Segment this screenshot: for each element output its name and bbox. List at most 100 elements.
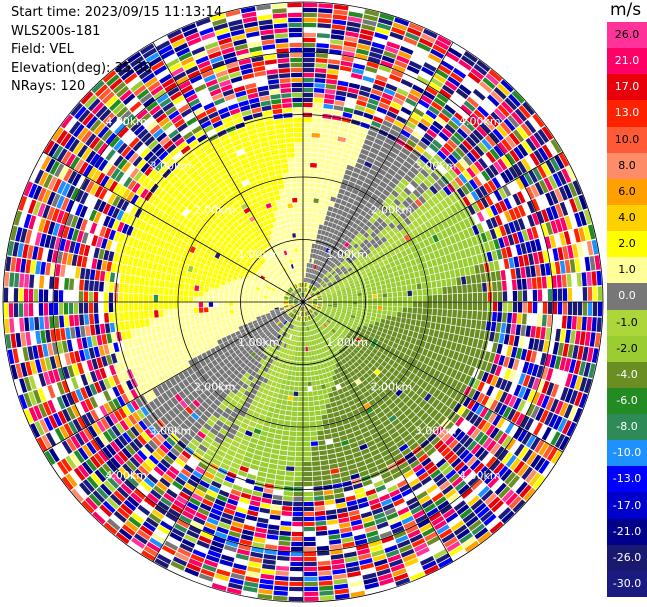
velocity-gate: [307, 376, 312, 382]
velocity-gate: [562, 302, 568, 315]
velocity-gate: [331, 270, 336, 276]
velocity-gate: [512, 302, 518, 313]
velocity-gate: [286, 405, 292, 411]
velocity-gate: [426, 281, 432, 289]
velocity-gate: [169, 309, 174, 316]
velocity-gate: [591, 317, 597, 332]
velocity-gate: [405, 261, 412, 268]
velocity-gate: [326, 319, 331, 324]
velocity-gate: [481, 170, 491, 182]
velocity-gate: [390, 202, 398, 210]
velocity-gate: [336, 456, 346, 463]
velocity-gate: [337, 404, 344, 411]
velocity-gate: [465, 410, 475, 422]
velocity-gate: [269, 402, 276, 408]
velocity-gate: [86, 336, 93, 348]
velocity-gate: [303, 202, 308, 208]
velocity-gate: [406, 313, 412, 319]
velocity-gate: [389, 277, 396, 283]
velocity-gate: [372, 116, 384, 124]
velocity-gate: [336, 322, 342, 326]
velocity-gate: [573, 407, 583, 423]
velocity-gate: [310, 292, 314, 296]
velocity-gate: [508, 475, 520, 488]
velocity-gate: [303, 207, 308, 213]
velocity-gate: [303, 157, 310, 163]
velocity-gate: [325, 339, 330, 345]
velocity-gate: [391, 316, 397, 322]
velocity-gate: [347, 87, 359, 95]
velocity-gate: [170, 322, 176, 330]
velocity-gate: [353, 385, 360, 393]
velocity-gate: [387, 214, 395, 222]
velocity-gate: [444, 157, 455, 168]
velocity-gate: [321, 282, 326, 287]
velocity-gate: [386, 205, 394, 214]
velocity-gate: [430, 48, 445, 59]
velocity-gate: [471, 319, 477, 329]
velocity-gate: [346, 186, 354, 193]
velocity-gate: [513, 206, 522, 219]
velocity-gate: [380, 124, 391, 133]
velocity-gate: [402, 307, 408, 313]
velocity-gate: [280, 404, 287, 410]
velocity-gate: [525, 266, 531, 278]
velocity-gate: [321, 414, 328, 420]
velocity-gate: [70, 327, 76, 339]
velocity-gate: [448, 439, 459, 450]
velocity-gate: [361, 311, 367, 316]
velocity-gate: [439, 461, 450, 472]
velocity-gate: [314, 289, 319, 294]
velocity-gate: [437, 429, 448, 439]
velocity-gate: [372, 348, 378, 355]
velocity-gate: [459, 532, 473, 544]
velocity-gate: [381, 284, 387, 290]
velocity-gate: [303, 62, 315, 68]
velocity-gate: [329, 217, 335, 223]
velocity-gate: [119, 312, 124, 322]
velocity-gate: [440, 146, 451, 157]
velocity-gate: [520, 325, 526, 337]
velocity-gate: [337, 295, 342, 299]
velocity-gate: [303, 177, 309, 183]
velocity-gate: [101, 334, 108, 345]
velocity-gate: [457, 405, 466, 416]
velocity-gate: [291, 371, 296, 376]
velocity-gate: [427, 53, 442, 64]
velocity-gate: [568, 359, 577, 374]
velocity-gate: [502, 312, 507, 323]
velocity-gate: [357, 343, 364, 349]
velocity-gate: [481, 340, 489, 351]
velocity-gate: [291, 531, 303, 537]
velocity-gate: [401, 447, 412, 457]
velocity-gate: [291, 541, 303, 547]
velocity-gate: [345, 286, 351, 291]
velocity-gate: [233, 305, 239, 310]
velocity-gate: [315, 239, 320, 244]
velocity-gate: [409, 192, 418, 202]
velocity-gate: [554, 261, 561, 275]
velocity-gate: [319, 312, 324, 317]
velocity-gate: [352, 374, 359, 381]
velocity-gate: [531, 212, 540, 226]
velocity-gate: [329, 286, 335, 290]
velocity-gate: [578, 211, 587, 226]
velocity-gate: [338, 328, 343, 333]
velocity-gate: [315, 249, 320, 255]
velocity-gate: [327, 303, 333, 305]
velocity-gate: [419, 326, 425, 334]
velocity-gate: [336, 269, 342, 274]
velocity-gate: [284, 481, 294, 486]
velocity-gate: [303, 37, 316, 43]
velocity-gate: [435, 68, 449, 80]
velocity-gate: [288, 446, 296, 451]
velocity-gate: [352, 302, 358, 305]
velocity-gate: [382, 406, 391, 415]
velocity-gate: [485, 151, 496, 164]
velocity-gate: [486, 115, 499, 128]
velocity-gate: [342, 308, 347, 311]
velocity-gate: [368, 169, 378, 177]
velocity-gate: [384, 363, 392, 371]
velocity-gate: [310, 436, 318, 441]
velocity-gate: [347, 294, 352, 298]
